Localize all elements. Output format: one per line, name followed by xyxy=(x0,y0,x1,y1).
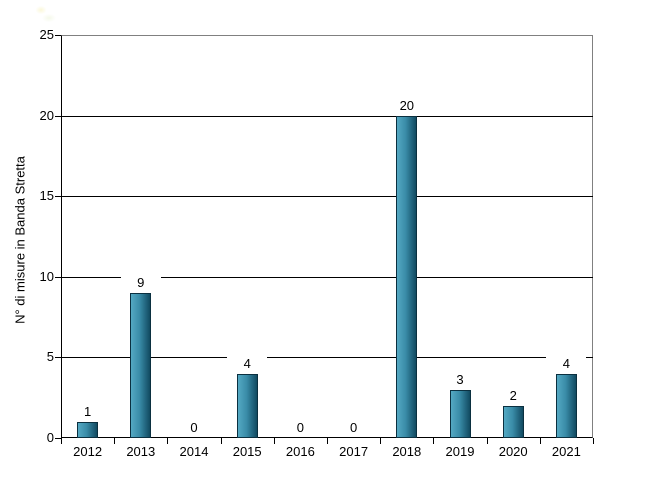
x-tick-mark-4 xyxy=(273,438,275,444)
x-tick-label-2021: 2021 xyxy=(551,444,581,459)
y-axis-title: N° di misure in Banda Stretta xyxy=(12,156,28,324)
x-tick-label-2019: 2019 xyxy=(445,444,475,459)
x-tick-label-2020: 2020 xyxy=(498,444,528,459)
gridline-5 xyxy=(62,357,593,359)
bar-value-label-2021: 4 xyxy=(546,356,587,371)
y-tick-label-25: 25 xyxy=(39,27,54,42)
x-tick-label-2017: 2017 xyxy=(339,444,369,459)
bar-value-label-2016: 0 xyxy=(280,421,321,435)
y-tick-label-10: 10 xyxy=(39,268,54,284)
bar-value-label-2017: 0 xyxy=(333,421,374,435)
bar-value-label-2013: 9 xyxy=(120,275,161,290)
y-tick-label-5: 5 xyxy=(46,349,54,365)
bar-2018 xyxy=(396,115,418,438)
bar-2013 xyxy=(130,292,152,438)
bar-2019 xyxy=(449,389,471,438)
x-tick-label-2013: 2013 xyxy=(126,444,156,459)
faint-watermark-artifact xyxy=(29,2,59,24)
bar-2012 xyxy=(77,421,99,438)
x-tick-label-2015: 2015 xyxy=(232,444,262,459)
x-tick-mark-5 xyxy=(327,438,328,444)
y-tick-mark-20 xyxy=(55,115,61,117)
x-tick-mark-7 xyxy=(433,438,435,444)
bar-value-label-2014: 0 xyxy=(174,421,214,435)
x-tick-mark-2 xyxy=(167,438,169,444)
bar-value-label-2015: 4 xyxy=(227,356,268,371)
bar-2020 xyxy=(502,405,524,438)
y-tick-label-0: 0 xyxy=(46,430,54,445)
y-tick-mark-25 xyxy=(55,35,61,36)
bar-2015 xyxy=(236,373,258,438)
x-tick-mark-3 xyxy=(220,438,222,444)
y-tick-label-15: 15 xyxy=(39,188,54,204)
y-tick-label-20: 20 xyxy=(39,107,54,123)
bar-2021 xyxy=(555,373,577,438)
bar-value-label-2019: 3 xyxy=(440,372,480,387)
x-tick-mark-1 xyxy=(114,438,116,444)
x-tick-mark-10 xyxy=(593,438,594,444)
x-tick-mark-0 xyxy=(61,438,62,444)
bar-value-label-2012: 1 xyxy=(67,404,108,419)
x-tick-mark-6 xyxy=(380,438,382,444)
x-tick-label-2014: 2014 xyxy=(179,444,209,459)
y-tick-mark-5 xyxy=(55,357,61,359)
y-tick-mark-10 xyxy=(55,276,61,278)
x-tick-mark-9 xyxy=(539,438,541,444)
x-tick-mark-8 xyxy=(486,438,488,444)
bar-value-label-2018: 20 xyxy=(386,98,427,113)
y-tick-mark-15 xyxy=(55,196,61,198)
gridline-15 xyxy=(62,196,593,198)
gridline-10 xyxy=(62,276,593,278)
y-tick-mark-0 xyxy=(55,438,61,439)
gridline-20 xyxy=(62,115,593,117)
bar-value-label-2020: 2 xyxy=(493,388,534,403)
x-tick-label-2018: 2018 xyxy=(392,444,422,459)
x-tick-label-2016: 2016 xyxy=(285,444,315,459)
x-tick-label-2012: 2012 xyxy=(73,444,103,459)
